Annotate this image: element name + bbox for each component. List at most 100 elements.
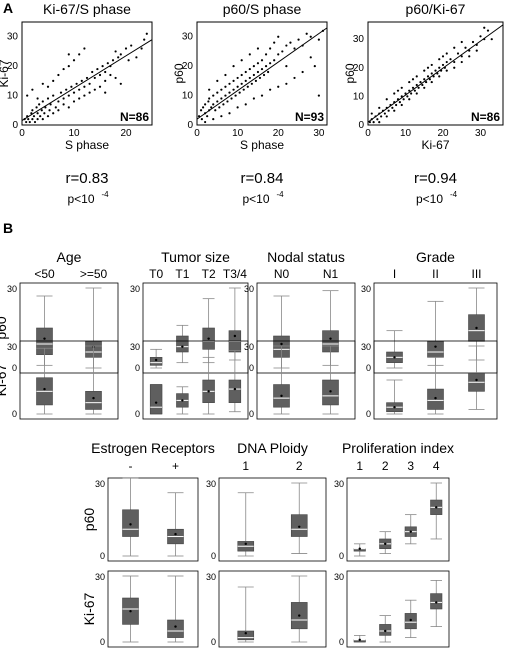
data-point [135, 56, 138, 59]
data-point [248, 53, 251, 56]
mean-marker [280, 394, 283, 398]
data-point [119, 53, 122, 56]
n-label: N=93 [295, 110, 324, 124]
category-label: III [471, 267, 481, 281]
mean-marker [393, 356, 396, 359]
x-tick-label: 20 [120, 128, 132, 139]
category-label: >=50 [80, 267, 108, 281]
data-point [387, 109, 390, 112]
mean-marker [434, 396, 437, 400]
data-point [289, 41, 292, 44]
box [176, 335, 189, 353]
data-point [260, 67, 264, 71]
p-value-exponent: -4 [450, 190, 458, 199]
boxplot-group: Tumor size T0 T1 T2 T3/4 30 0 30 0 [130, 249, 249, 420]
data-point [264, 53, 268, 56]
mean-marker [181, 399, 184, 402]
data-point [441, 55, 445, 58]
y-tick-label: 0 [358, 120, 364, 131]
data-point [230, 97, 233, 100]
regression-line [367, 24, 504, 123]
p-value: p<10 [67, 192, 94, 206]
x-tick-label: 10 [400, 128, 412, 139]
box-frame [373, 340, 498, 420]
y-tick-label: 0 [339, 551, 344, 561]
box [237, 630, 255, 641]
category-label: 4 [433, 459, 440, 473]
data-point [240, 73, 243, 77]
data-point [321, 29, 325, 32]
data-point [62, 97, 65, 100]
data-point [67, 65, 70, 68]
data-point [101, 65, 104, 68]
data-point [23, 118, 26, 121]
mean-marker [384, 542, 387, 546]
y-tick-label: 20 [7, 61, 19, 72]
mean-marker [154, 401, 158, 404]
y-tick-label: 30 [244, 342, 254, 352]
data-point [434, 69, 437, 72]
data-point [226, 100, 229, 103]
data-point [93, 88, 96, 91]
chart-title: p60/Ki-67 [406, 1, 466, 17]
y-tick-label: 30 [206, 572, 216, 582]
data-point [78, 53, 81, 56]
data-point [374, 115, 377, 118]
box-frame [107, 477, 199, 562]
data-point [93, 76, 96, 80]
y-tick-label: 10 [182, 91, 194, 102]
boxplot-group: Nodal status N0 N1 30 0 30 0 [244, 249, 356, 420]
data-point [449, 58, 452, 61]
data-point [236, 76, 239, 80]
x-axis-label: S phase [240, 138, 284, 152]
data-point [443, 66, 446, 69]
y-axis-label: Ki-67 [0, 59, 11, 87]
mean-marker [475, 378, 478, 382]
data-point [426, 75, 430, 78]
data-point [483, 26, 486, 29]
data-point [378, 112, 381, 115]
data-point [228, 82, 231, 85]
data-point [378, 106, 381, 109]
mean-marker [435, 601, 438, 604]
box [228, 379, 242, 403]
data-point [453, 66, 456, 69]
box-frame [346, 570, 450, 648]
x-tick-label: 0 [365, 128, 371, 139]
category-label: 1 [356, 459, 363, 473]
data-point [396, 89, 400, 92]
data-point [483, 38, 486, 41]
panel-label-a: A [3, 0, 13, 16]
data-point [32, 115, 36, 118]
data-point [385, 115, 388, 118]
data-point [428, 78, 431, 81]
data-point [402, 98, 405, 101]
data-point [85, 76, 89, 80]
y-tick-label: 30 [7, 342, 17, 352]
data-point [395, 103, 398, 107]
y-tick-label: 30 [7, 32, 19, 43]
data-point [415, 83, 418, 87]
data-point [317, 94, 320, 97]
data-point [67, 94, 70, 97]
p-value-exponent: -4 [276, 190, 284, 199]
box [149, 357, 163, 366]
mean-marker [207, 390, 210, 393]
category-label: T1 [175, 267, 189, 281]
box-frame [256, 282, 356, 374]
group-title: Grade [416, 249, 455, 265]
data-point [40, 109, 43, 112]
data-point [83, 85, 86, 88]
scatter-plot: p60/S phase 0 10 20 30 0 10 20 30 p60 S phase N=93 r… [172, 1, 328, 206]
data-point [208, 97, 211, 100]
mean-marker [280, 342, 283, 346]
data-point [49, 103, 52, 106]
data-point [208, 88, 211, 91]
data-point [46, 97, 50, 100]
data-point [419, 80, 422, 84]
group-title: DNA Ploidy [237, 440, 308, 456]
data-point [309, 56, 312, 59]
y-tick-label: 0 [249, 363, 254, 373]
x-axis-label: Ki-67 [421, 138, 449, 152]
data-point [426, 66, 430, 69]
